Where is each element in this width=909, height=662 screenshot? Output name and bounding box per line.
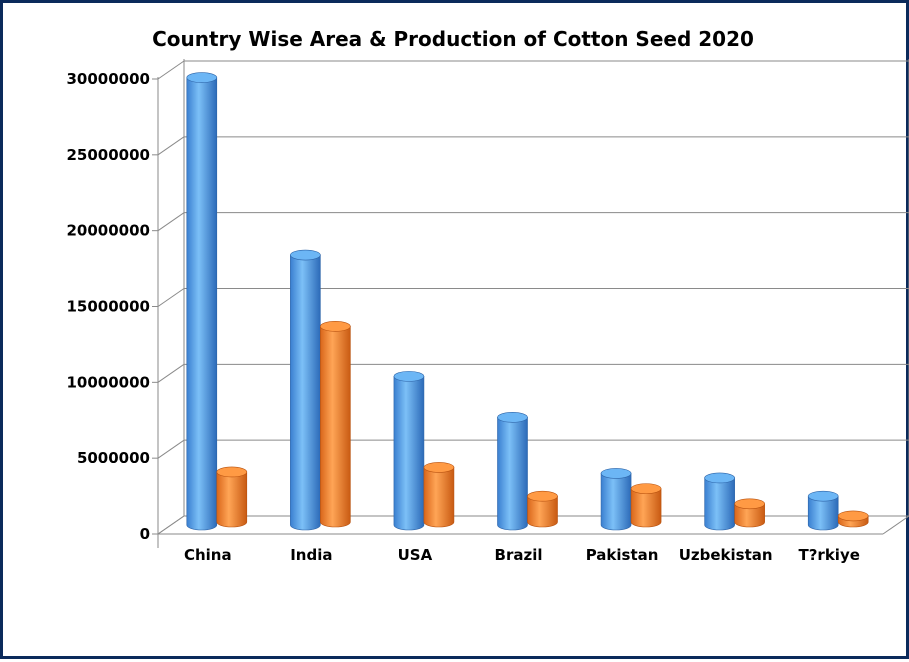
bar-series-2 [423, 462, 455, 528]
gridline-side [157, 288, 185, 307]
bar-cap [704, 472, 735, 484]
bar-body [290, 254, 321, 531]
y-tick-label: 20000000 [67, 222, 151, 240]
y-tick-label: 0 [140, 525, 150, 543]
bar-body [630, 488, 662, 528]
y-tick-label: 30000000 [67, 70, 151, 88]
bar-body [216, 471, 248, 528]
bar-cap [807, 490, 839, 502]
x-tick-label: Uzbekistan [679, 546, 773, 564]
x-tick-label: USA [398, 546, 433, 564]
bar-cap [423, 462, 455, 473]
bar-cap [320, 321, 351, 332]
bar-cap [290, 249, 321, 261]
chart-title: Country Wise Area & Production of Cotton… [152, 27, 754, 51]
bar-body [393, 376, 425, 531]
bar-body [807, 495, 839, 531]
x-tick-label: China [184, 546, 232, 564]
bar-cap [600, 468, 632, 479]
bar-chart: 0 5000000 10000000 15000000 20000000 25000000… [67, 59, 909, 564]
bar-body [600, 473, 632, 531]
gridline-side [157, 515, 185, 535]
bar-cap [393, 371, 425, 382]
y-tick-label: 15000000 [67, 298, 151, 316]
y-tick-label: 25000000 [67, 146, 151, 164]
bar-series-1 [600, 468, 632, 531]
y-tick-label: 10000000 [67, 373, 151, 391]
bar-series-2 [320, 321, 351, 528]
gridline-side [157, 60, 185, 80]
x-tick-label: T?rkiye [799, 546, 860, 564]
bar-body [423, 467, 455, 528]
bar-cap [527, 490, 558, 502]
bar-series-1 [393, 371, 425, 531]
bar-body [497, 417, 528, 531]
bar-series-1 [704, 472, 735, 531]
gridline-side [157, 363, 185, 383]
bar-series-2 [527, 490, 558, 528]
bar-series-1 [497, 412, 528, 531]
bar-series-1 [807, 490, 839, 531]
bar-body [527, 495, 558, 528]
bar-cap [497, 412, 528, 423]
bar-cap [837, 510, 869, 522]
x-tick-label: Brazil [495, 546, 543, 564]
bar-body [320, 326, 351, 528]
bar-series-1 [290, 249, 321, 531]
bar-cap [630, 483, 662, 494]
bar-body [186, 77, 218, 531]
bar-cap [186, 72, 218, 83]
bar-cap [216, 466, 248, 478]
bar-series-2 [734, 498, 765, 528]
gridline-side [157, 439, 185, 459]
gridline-side [157, 212, 185, 232]
floor-right-edge [882, 515, 909, 535]
bar-series-2 [837, 510, 869, 528]
x-tick-label: India [290, 546, 332, 564]
bar-body [734, 503, 765, 528]
gridline-side [157, 136, 185, 156]
y-tick-label: 5000000 [77, 449, 150, 467]
bar-body [704, 477, 735, 531]
bar-series-1 [186, 72, 218, 531]
x-tick-label: Pakistan [586, 546, 659, 564]
bar-cap [734, 498, 765, 510]
bar-series-2 [630, 483, 662, 528]
bar-series-2 [216, 466, 248, 528]
